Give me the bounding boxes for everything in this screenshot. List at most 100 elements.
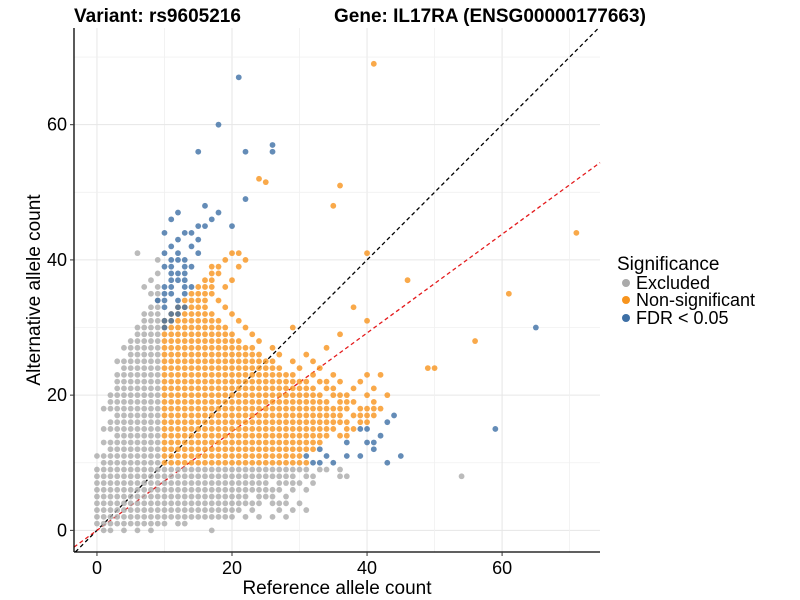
data-point <box>431 365 438 371</box>
data-point <box>121 453 127 459</box>
data-point <box>492 426 499 432</box>
data-point <box>154 378 161 385</box>
data-point <box>161 351 168 358</box>
data-point <box>141 426 148 432</box>
data-point <box>94 466 100 473</box>
data-point <box>296 426 303 432</box>
data-point <box>208 426 215 432</box>
data-point <box>195 405 202 412</box>
data-point <box>283 371 289 378</box>
data-point <box>168 480 175 486</box>
data-point <box>222 480 229 486</box>
data-point <box>532 324 539 331</box>
data-point <box>195 507 202 513</box>
data-point <box>134 446 141 453</box>
data-point <box>134 358 141 365</box>
data-point <box>141 392 148 399</box>
data-point <box>215 270 222 277</box>
data-point <box>161 520 168 527</box>
data-point <box>235 473 242 480</box>
data-point <box>262 412 269 419</box>
data-point <box>229 493 235 500</box>
data-point <box>283 459 289 466</box>
data-point <box>242 432 249 439</box>
data-point <box>303 378 310 385</box>
data-point <box>175 513 181 520</box>
data-point <box>384 392 391 399</box>
data-point <box>215 331 222 338</box>
data-point <box>316 446 323 453</box>
data-point <box>181 426 188 432</box>
data-point <box>229 459 235 466</box>
data-point <box>269 466 276 473</box>
data-point <box>195 412 202 419</box>
data-point <box>249 459 256 466</box>
data-point <box>148 419 154 426</box>
data-point <box>242 398 249 405</box>
data-point <box>181 371 188 378</box>
data-point <box>134 439 141 446</box>
data-point <box>337 392 343 399</box>
data-point <box>100 513 107 520</box>
reference-lines <box>73 27 601 553</box>
data-point <box>168 270 175 277</box>
data-point <box>215 317 222 324</box>
data-point <box>195 223 202 230</box>
data-point <box>384 459 391 466</box>
data-point <box>168 398 175 405</box>
x-tick-label: 40 <box>357 558 377 578</box>
data-point <box>114 446 121 453</box>
reference-line-identity <box>74 27 600 553</box>
data-point <box>222 405 229 412</box>
data-point <box>296 412 303 419</box>
data-point <box>195 453 202 459</box>
data-point <box>235 317 242 324</box>
data-point <box>283 392 289 399</box>
data-point <box>100 500 107 507</box>
data-point <box>168 385 175 392</box>
data-point <box>202 338 208 344</box>
data-point <box>181 507 188 513</box>
data-point <box>141 398 148 405</box>
data-point <box>242 392 249 399</box>
data-point <box>364 412 370 419</box>
data-point <box>249 385 256 392</box>
data-point <box>121 432 127 439</box>
data-point <box>215 344 222 351</box>
data-point <box>127 520 134 527</box>
data-point <box>222 459 229 466</box>
data-point <box>350 398 357 405</box>
data-point <box>276 432 283 439</box>
data-point <box>195 432 202 439</box>
legend-label-non-significant: Non-significant <box>636 290 755 310</box>
data-point <box>310 459 316 466</box>
data-point <box>262 179 269 186</box>
data-point <box>222 493 229 500</box>
data-point <box>208 527 215 534</box>
data-point <box>283 500 289 507</box>
data-point <box>262 371 269 378</box>
data-point <box>242 148 249 155</box>
data-point <box>175 446 181 453</box>
data-point <box>242 426 249 432</box>
data-point <box>370 385 377 392</box>
data-point <box>283 419 289 426</box>
data-point <box>229 412 235 419</box>
data-point <box>208 317 215 324</box>
data-point <box>350 426 357 432</box>
data-point <box>370 405 377 412</box>
data-point <box>330 202 337 209</box>
data-point <box>148 466 154 473</box>
data-point <box>114 398 121 405</box>
data-point <box>303 507 310 513</box>
data-point <box>202 480 208 486</box>
data-point <box>370 60 377 67</box>
data-point <box>175 500 181 507</box>
data-point <box>249 486 256 493</box>
data-point <box>283 473 289 480</box>
data-point <box>188 405 195 412</box>
data-point <box>181 466 188 473</box>
data-point <box>222 385 229 392</box>
data-point <box>208 358 215 365</box>
data-point <box>222 358 229 365</box>
